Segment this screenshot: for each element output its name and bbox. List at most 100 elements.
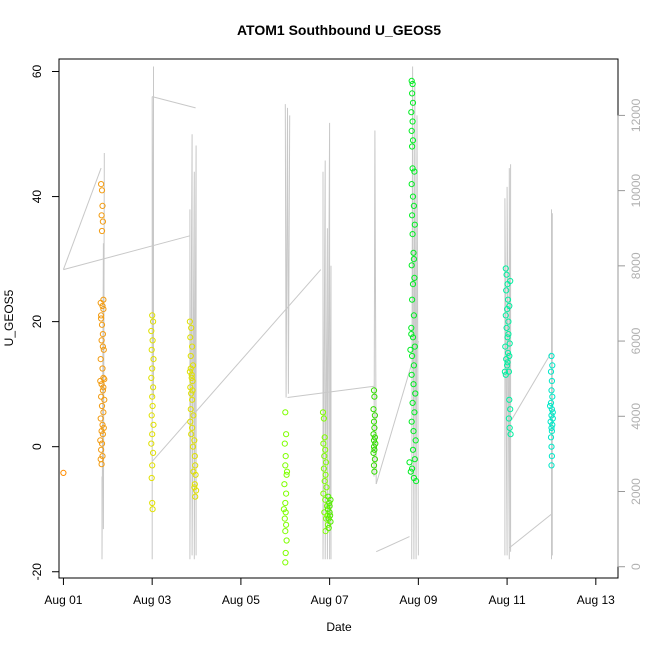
data-point [409,193,417,200]
data-point [100,374,107,381]
data-point [187,352,194,360]
data-point [100,346,107,353]
data-point [150,449,157,456]
data-point [413,478,420,485]
data-point [410,428,417,435]
data-point [409,212,416,219]
y2-tick-label: 2000 [629,478,643,505]
data-point [98,181,105,188]
data-point [322,446,329,453]
data-point [98,212,105,219]
data-point [371,393,378,400]
data-point [99,365,106,372]
data-point [504,334,511,341]
altitude-segment-16 [511,352,552,421]
data-point [149,506,156,513]
data-point [407,346,414,353]
data-point [99,302,106,310]
y2-tick-label: 4000 [629,403,643,430]
data-point [321,453,328,460]
data-point [409,118,416,125]
altitude-segment-10 [373,130,377,485]
x-tick-label: Aug 09 [399,593,437,607]
data-point [283,468,291,475]
data-point [371,456,378,463]
data-point [98,187,106,194]
data-point [409,352,416,360]
data-point [323,459,330,466]
data-point [320,465,327,472]
data-point [186,368,193,375]
data-point [100,384,107,391]
x-tick-label: Aug 13 [577,593,615,607]
data-point [506,424,513,431]
data-point [506,352,513,360]
data-point [188,390,195,397]
data-point [408,262,415,269]
y-tick-label: 0 [30,443,44,450]
data-point [148,346,155,353]
data-point [409,165,416,172]
data-point [188,431,195,438]
x-axis: Aug 01 Aug 03 Aug 05 Aug 07 Aug 09 Aug 11 Aug … [44,577,615,607]
data-point [189,396,196,403]
data-point [189,424,196,431]
data-point [189,387,196,394]
data-point [549,393,556,400]
data-point [502,343,509,350]
data-point [98,337,105,344]
data-point [98,440,106,447]
data-point [370,387,378,394]
data-point [548,428,556,435]
data-point [505,415,512,422]
data-point [150,318,157,325]
data-point [282,509,289,516]
data-point [406,459,413,466]
data-point [503,324,510,331]
data-point [283,490,290,497]
data-point [100,409,107,416]
data-point [409,281,417,288]
altitude-segment-5 [189,134,197,560]
data-point [321,478,328,485]
data-point [99,331,107,338]
data-point [372,440,379,447]
data-point [100,424,107,431]
data-point [506,302,513,310]
data-point [327,518,334,525]
data-point [548,424,555,431]
data-point [409,399,416,406]
data-point [188,324,195,331]
x-tick-label: Aug 05 [222,593,260,607]
altitude-segment-4 [152,96,196,109]
data-point [502,265,509,272]
data-point [504,296,512,303]
data-point [99,453,106,460]
data-point [186,318,193,325]
data-point [283,537,290,544]
data-point [409,334,417,341]
data-point [327,512,334,519]
chart-title: ATOM1 Southbound U_GEOS5 [237,22,441,38]
data-point [98,402,106,410]
data-point [411,456,418,463]
data-point [548,443,555,450]
data-point [410,381,417,388]
data-point [149,365,156,372]
data-point [370,462,378,469]
data-point [148,440,155,447]
data-point [149,337,156,344]
data-point [548,462,555,469]
data-point [325,515,332,522]
data-point [97,415,104,422]
data-point [507,277,514,285]
data-point [188,371,195,378]
data-point [370,406,377,413]
data-point [149,499,156,507]
data-point [409,231,416,238]
data-point [326,509,333,516]
data-point [409,99,417,106]
y-tick-label: 20 [30,315,44,329]
x-axis-label: Date [326,620,352,634]
data-point [98,312,105,319]
